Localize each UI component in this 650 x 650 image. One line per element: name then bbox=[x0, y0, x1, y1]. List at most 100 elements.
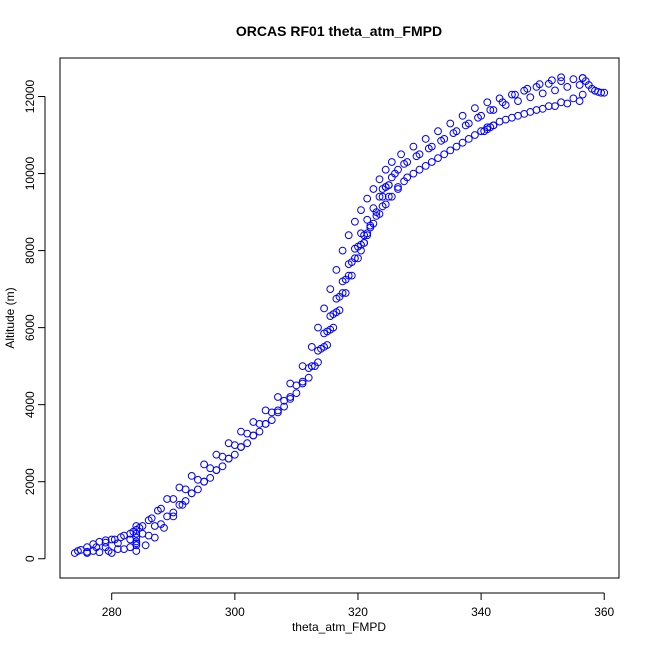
data-point bbox=[230, 450, 239, 459]
data-point bbox=[323, 327, 332, 336]
data-point bbox=[292, 389, 301, 398]
data-point bbox=[434, 154, 442, 163]
data-point bbox=[369, 185, 378, 193]
data-point bbox=[458, 111, 467, 120]
data-point bbox=[335, 292, 344, 301]
data-point bbox=[104, 547, 113, 555]
data-point bbox=[409, 169, 418, 178]
data-point bbox=[508, 90, 516, 99]
data-point bbox=[163, 512, 172, 521]
data-point bbox=[363, 215, 372, 224]
data-point bbox=[114, 545, 122, 553]
data-point bbox=[150, 533, 159, 542]
data-point bbox=[535, 80, 544, 89]
data-point bbox=[474, 113, 482, 122]
data-point bbox=[83, 547, 91, 556]
data-point bbox=[314, 358, 322, 367]
data-point bbox=[526, 93, 535, 102]
data-point bbox=[163, 495, 172, 503]
data-point bbox=[141, 541, 150, 550]
data-point bbox=[372, 208, 381, 217]
data-point bbox=[175, 500, 184, 509]
data-point bbox=[498, 98, 507, 107]
data-point bbox=[267, 416, 276, 425]
plot-frame bbox=[59, 57, 620, 579]
data-point bbox=[323, 341, 332, 349]
data-point bbox=[187, 489, 196, 498]
data-point bbox=[178, 500, 187, 509]
data-point bbox=[403, 173, 412, 182]
data-point bbox=[329, 323, 338, 332]
data-point bbox=[486, 106, 495, 114]
data-point bbox=[514, 111, 522, 120]
data-point bbox=[132, 529, 141, 538]
data-point bbox=[563, 83, 572, 91]
x-tick-label: 320 bbox=[348, 605, 368, 619]
data-point bbox=[366, 221, 375, 230]
chart-title: ORCAS RF01 theta_atm_FMPD bbox=[236, 23, 442, 39]
data-point bbox=[421, 162, 430, 170]
data-point bbox=[347, 271, 356, 280]
data-point bbox=[446, 119, 455, 128]
data-point bbox=[194, 485, 202, 494]
data-point bbox=[307, 343, 316, 351]
data-point bbox=[307, 362, 316, 371]
data-point bbox=[132, 533, 141, 542]
data-point bbox=[551, 86, 559, 95]
data-point bbox=[320, 304, 329, 313]
data-point bbox=[132, 537, 141, 546]
y-tick-label: 6000 bbox=[23, 314, 37, 341]
data-point bbox=[147, 514, 156, 523]
data-point bbox=[304, 373, 313, 382]
data-point bbox=[347, 258, 356, 267]
data-point bbox=[157, 504, 165, 513]
data-point bbox=[132, 541, 141, 550]
data-point bbox=[95, 548, 104, 557]
data-point bbox=[394, 183, 402, 191]
data-point bbox=[132, 547, 141, 555]
data-point bbox=[286, 393, 295, 401]
data-point bbox=[314, 323, 322, 332]
data-point bbox=[483, 98, 492, 107]
data-point bbox=[575, 97, 584, 105]
data-point bbox=[563, 99, 572, 108]
data-point bbox=[200, 477, 209, 486]
y-tick-label: 12000 bbox=[23, 80, 37, 114]
data-point bbox=[187, 472, 196, 480]
x-tick-label: 340 bbox=[471, 605, 491, 619]
data-point bbox=[341, 275, 350, 284]
data-point bbox=[538, 104, 547, 113]
data-point bbox=[461, 121, 470, 130]
data-point bbox=[114, 539, 122, 548]
data-point bbox=[387, 192, 396, 201]
data-point bbox=[107, 535, 116, 544]
data-point bbox=[132, 526, 141, 534]
data-point bbox=[464, 135, 473, 143]
data-point bbox=[424, 144, 433, 153]
data-point bbox=[218, 462, 227, 471]
data-point bbox=[384, 181, 393, 190]
data-point bbox=[471, 104, 479, 112]
x-axis: 280 300 320 340 360 bbox=[102, 592, 615, 619]
data-point bbox=[243, 439, 252, 448]
data-point bbox=[391, 169, 399, 178]
data-point bbox=[132, 522, 141, 530]
y-axis-label: Altitude (m) bbox=[3, 287, 17, 348]
data-point bbox=[378, 192, 387, 201]
x-tick-label: 300 bbox=[225, 605, 245, 619]
data-point bbox=[597, 88, 605, 97]
data-point bbox=[357, 246, 365, 255]
data-point bbox=[261, 420, 270, 428]
data-point bbox=[384, 192, 393, 201]
data-point bbox=[138, 522, 147, 530]
data-point bbox=[351, 217, 359, 226]
data-point bbox=[471, 131, 479, 139]
data-point bbox=[489, 106, 498, 114]
data-point bbox=[375, 192, 384, 201]
data-point bbox=[354, 254, 362, 263]
data-point bbox=[360, 239, 369, 247]
data-point bbox=[458, 138, 467, 147]
data-point bbox=[326, 285, 335, 294]
data-point bbox=[421, 135, 430, 143]
